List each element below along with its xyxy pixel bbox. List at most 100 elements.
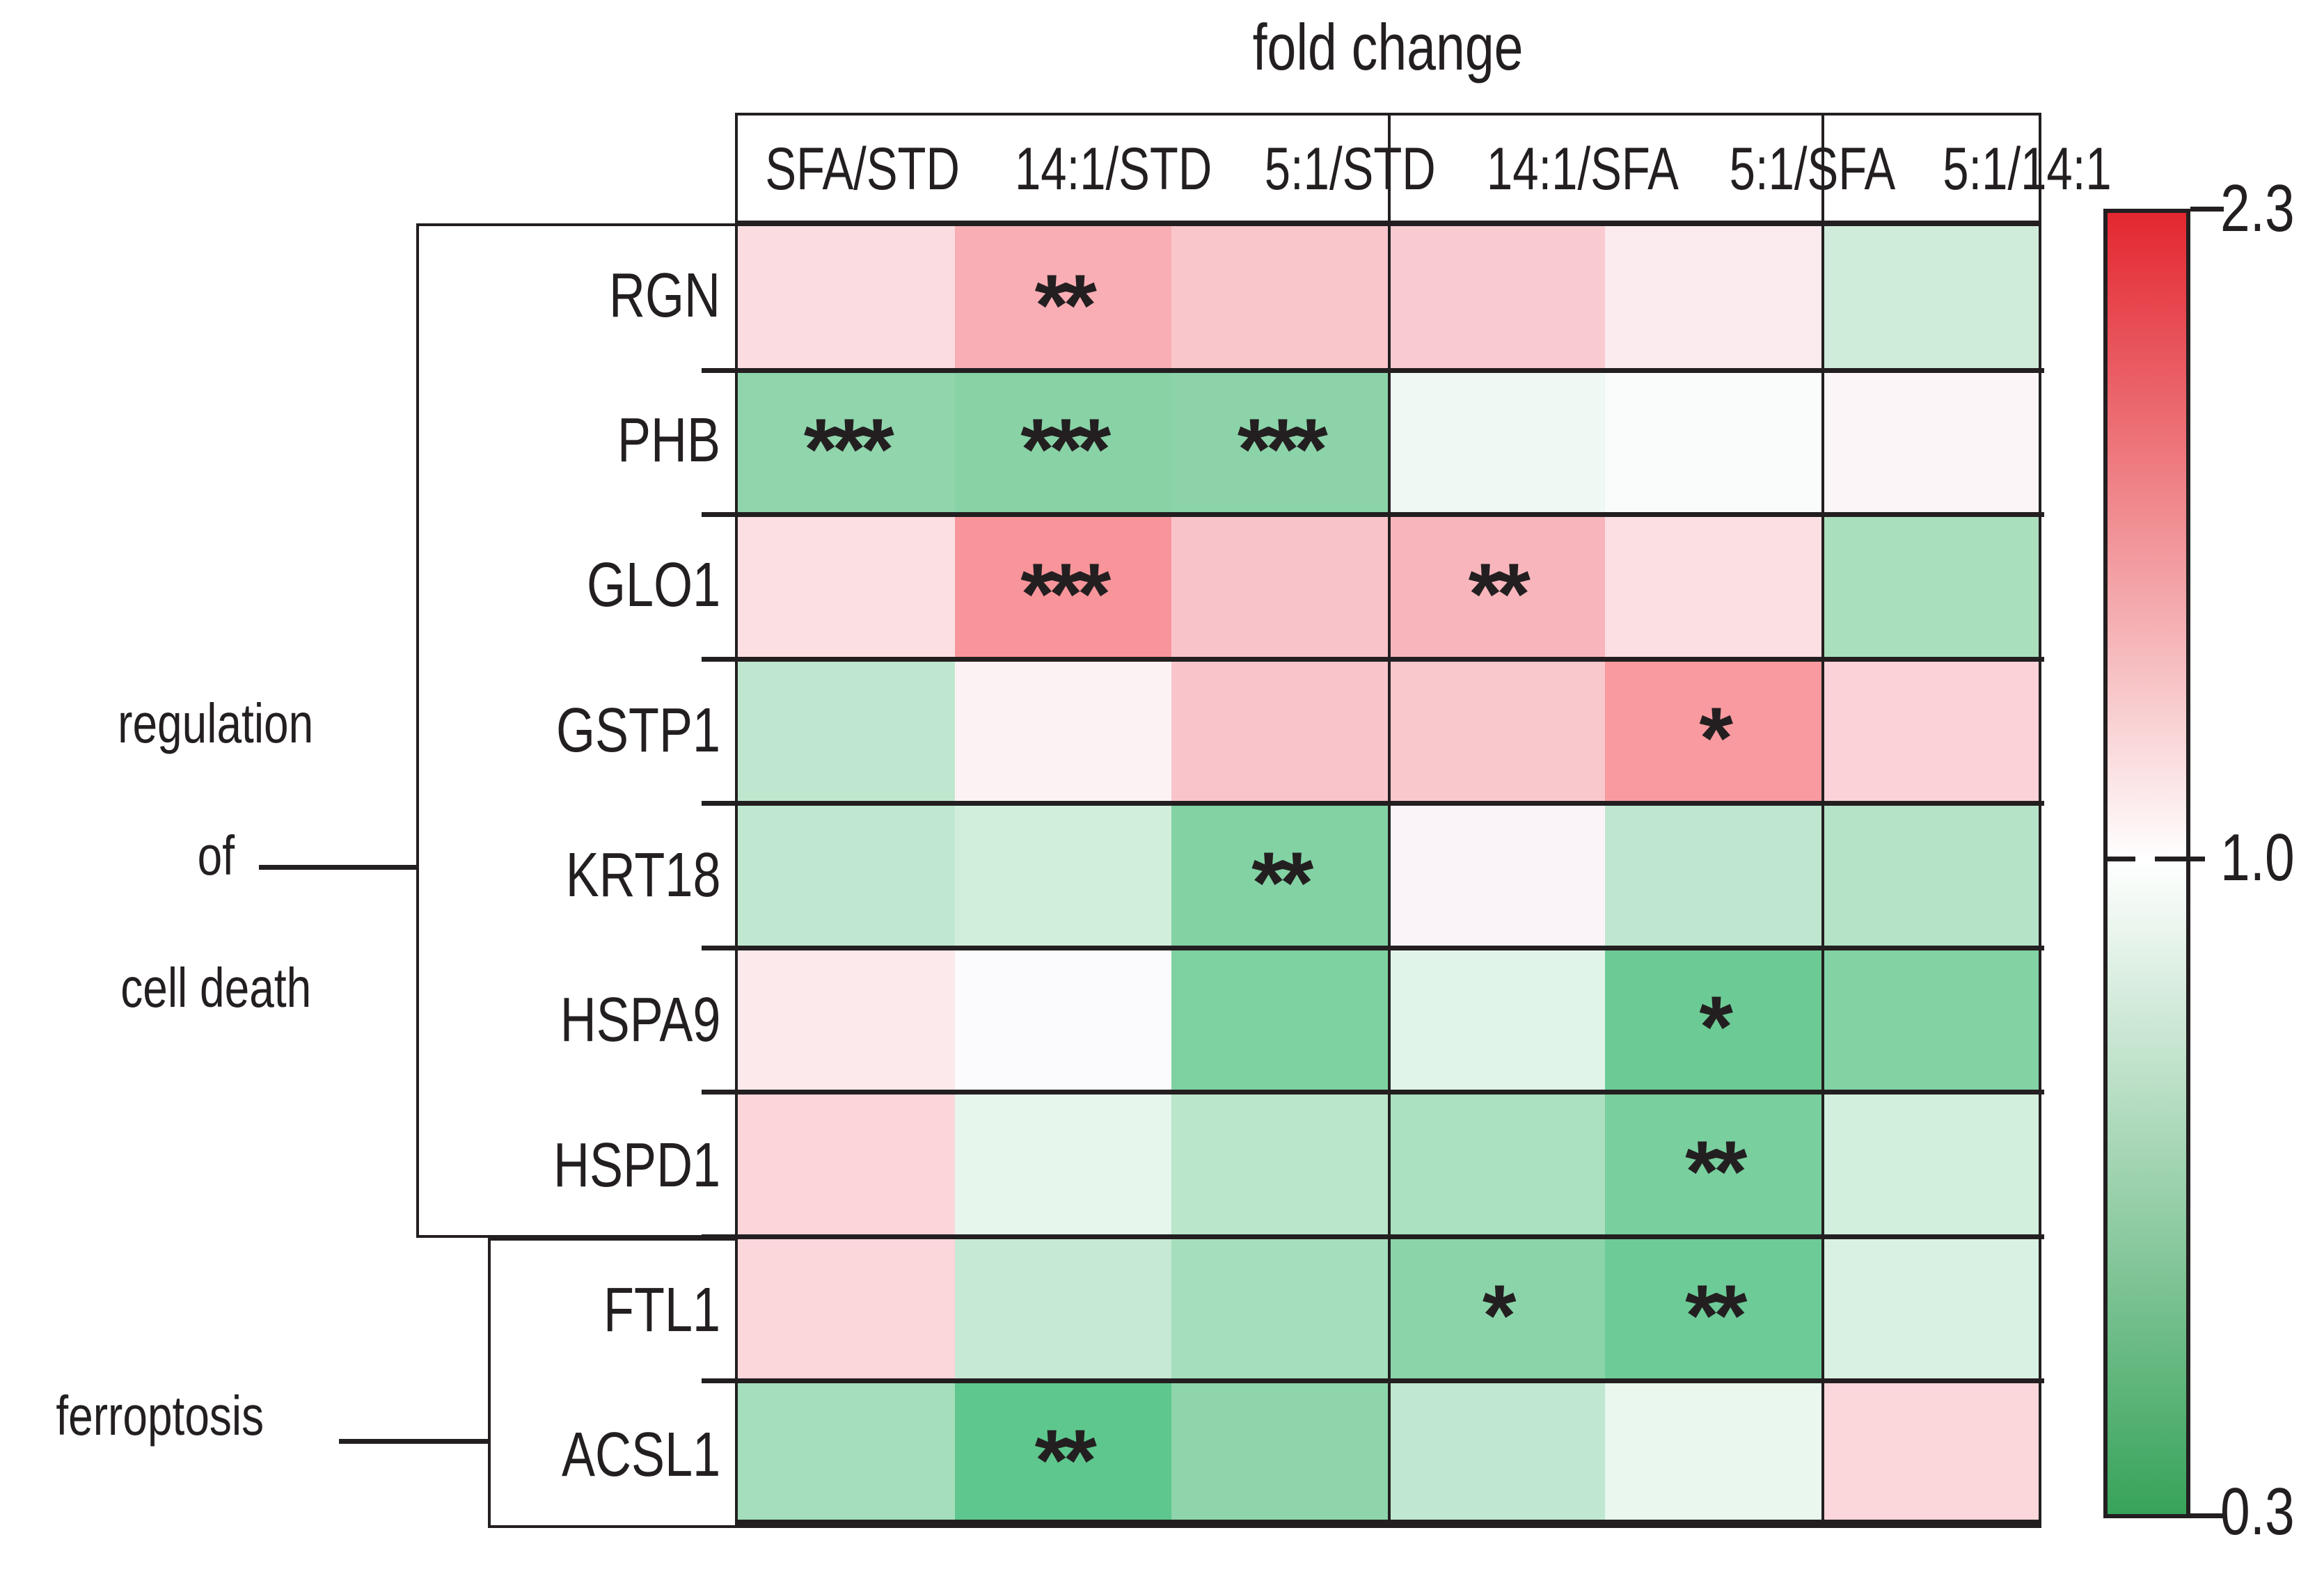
column-group-separator-2: [1821, 116, 1824, 1525]
column-header-text: 14:1/SFA: [1487, 136, 1679, 202]
significance-stars: ***: [1020, 401, 1111, 499]
heatmap-cell-PHB-5:1/14:1: [1821, 370, 2039, 515]
row-label-HSPD1: HSPD1: [390, 1093, 720, 1238]
row-label-GSTP1: GSTP1: [390, 658, 720, 803]
column-header-text: 5:1/STD: [1264, 136, 1436, 202]
row-label-ACSL1: ACSL1: [390, 1383, 720, 1528]
heatmap-cell-PHB-5:1/STD: ***: [1171, 370, 1389, 515]
column-header-5:1/14:1: 5:1/14:1: [1919, 116, 2135, 223]
row-separator-line: [702, 656, 2044, 662]
heatmap-cell-FTL1-14:1/SFA: *: [1388, 1236, 1605, 1381]
group-label-line: of: [197, 825, 235, 886]
colorbar-midline-dash: [2108, 857, 2135, 861]
group-label-line: cell death: [120, 957, 311, 1019]
heatmap-cell-RGN-SFA/STD: [738, 226, 955, 371]
heatmap-cell-HSPA9-5:1/STD: [1171, 948, 1389, 1092]
row-label-HSPA9: HSPA9: [390, 948, 720, 1093]
heatmap-cell-FTL1-14:1/STD: [954, 1236, 1171, 1381]
heatmap-cell-ACSL1-14:1/STD: **: [954, 1380, 1171, 1525]
significance-stars: *: [1699, 690, 1733, 788]
significance-stars: **: [1468, 546, 1531, 643]
heatmap-cell-FTL1-SFA/STD: [738, 1236, 955, 1381]
heatmap-cell-GLO1-SFA/STD: [738, 514, 955, 660]
row-label-text: FTL1: [603, 1275, 720, 1345]
group-label-regulation-of-cell-death: regulation of cell death: [28, 658, 404, 1054]
heatmap-cell-KRT18-14:1/SFA: [1388, 803, 1605, 948]
column-header-5:1/STD: 5:1/STD: [1240, 116, 1460, 223]
heatmap-cell-ACSL1-SFA/STD: [738, 1380, 955, 1525]
heatmap-cell-HSPD1-14:1/STD: [954, 1092, 1171, 1237]
heatmap-cell-HSPD1-5:1/STD: [1171, 1092, 1389, 1237]
row-label-text: GSTP1: [555, 695, 720, 765]
group-label-line: ferroptosis: [56, 1385, 264, 1447]
chart-title-text: fold change: [1253, 10, 1524, 83]
chart-title: fold change: [735, 8, 2041, 86]
heatmap-cell-GLO1-5:1/14:1: [1821, 514, 2039, 660]
heatmap-cell-ACSL1-14:1/SFA: [1388, 1380, 1605, 1525]
heatmap-cell-RGN-5:1/SFA: [1605, 226, 1822, 371]
heatmap-cell-GSTP1-5:1/STD: [1171, 659, 1389, 804]
row-separator-line: [702, 1234, 2044, 1239]
heatmap-cell-HSPA9-14:1/STD: [954, 948, 1171, 1092]
heatmap-cell-FTL1-5:1/STD: [1171, 1236, 1389, 1381]
row-separator-line: [702, 512, 2044, 518]
grid-bottom-rule: [738, 1520, 2039, 1525]
significance-stars: **: [1251, 834, 1313, 932]
heatmap-cell-HSPD1-SFA/STD: [738, 1092, 955, 1237]
heatmap-cell-HSPD1-14:1/SFA: [1388, 1092, 1605, 1237]
heatmap-cell-HSPD1-5:1/14:1: [1821, 1092, 2039, 1237]
colorbar-min-label: 0.3: [2220, 1474, 2313, 1550]
significance-stars: **: [1034, 1412, 1097, 1509]
heatmap-cell-KRT18-5:1/STD: **: [1171, 803, 1389, 948]
heatmap-cell-KRT18-5:1/SFA: [1605, 803, 1822, 948]
significance-stars: **: [1685, 1123, 1747, 1220]
significance-stars: ***: [803, 401, 894, 499]
heatmap-cell-GLO1-14:1/SFA: **: [1388, 514, 1605, 660]
heatmap-cell-GSTP1-14:1/STD: [954, 659, 1171, 804]
row-label-text: PHB: [617, 405, 720, 475]
group-connector-line-ferroptosis: [339, 1439, 488, 1444]
colorbar-top-tick: [2190, 207, 2224, 212]
heatmap-cell-HSPA9-14:1/SFA: [1388, 948, 1605, 1092]
column-header-14:1/STD: 14:1/STD: [987, 116, 1240, 223]
heatmap-cell-RGN-14:1/STD: **: [954, 226, 1171, 371]
significance-stars: **: [1685, 1268, 1747, 1365]
column-header-text: SFA/STD: [765, 136, 960, 202]
group-connector-line-regulation: [259, 865, 416, 870]
group-label-ferroptosis: ferroptosis: [0, 1381, 320, 1451]
heatmap-cell-PHB-14:1/STD: ***: [954, 370, 1171, 515]
heatmap-cell-HSPD1-5:1/SFA: **: [1605, 1092, 1822, 1237]
colorbar-min-value: 0.3: [2220, 1474, 2295, 1549]
column-header-5:1/SFA: 5:1/SFA: [1706, 116, 1919, 223]
heatmap-cell-GLO1-5:1/STD: [1171, 514, 1389, 660]
row-separator-line: [702, 801, 2044, 806]
colorbar-bottom-tick: [2190, 1513, 2224, 1518]
heatmap-cell-GSTP1-5:1/14:1: [1821, 659, 2039, 804]
significance-stars: ***: [1020, 546, 1111, 643]
heatmap-cell-RGN-5:1/14:1: [1821, 226, 2039, 371]
heatmap-cell-FTL1-5:1/14:1: [1821, 1236, 2039, 1381]
heatmap-cell-GSTP1-5:1/SFA: *: [1605, 659, 1822, 804]
heatmap-cell-RGN-5:1/STD: [1171, 226, 1389, 371]
heatmap-grid: ** *** *** *** *** ** * ** * ** * ** **: [738, 226, 2039, 1525]
colorbar: [2103, 209, 2190, 1518]
row-label-text: RGN: [609, 260, 720, 331]
heatmap-cell-HSPA9-5:1/SFA: *: [1605, 948, 1822, 1092]
row-label-text: HSPA9: [560, 985, 720, 1056]
heatmap-cell-KRT18-SFA/STD: [738, 803, 955, 948]
row-label-text: GLO1: [586, 550, 720, 621]
column-group-separator-1: [1388, 116, 1391, 1525]
heatmap-cell-KRT18-14:1/STD: [954, 803, 1171, 948]
heatmap-cell-ACSL1-5:1/14:1: [1821, 1380, 2039, 1525]
heatmap-cell-FTL1-5:1/SFA: **: [1605, 1236, 1822, 1381]
column-header-text: 14:1/STD: [1015, 136, 1212, 202]
significance-stars: *: [1482, 1268, 1517, 1365]
heatmap-cell-ACSL1-5:1/STD: [1171, 1380, 1389, 1525]
colorbar-midline-dash: [2155, 857, 2205, 861]
significance-stars: ***: [1237, 401, 1328, 499]
column-header-SFA/STD: SFA/STD: [738, 116, 987, 223]
column-header-text: 5:1/SFA: [1729, 136, 1896, 202]
row-separator-line: [702, 945, 2044, 950]
heatmap-cell-HSPA9-5:1/14:1: [1821, 948, 2039, 1092]
column-header-text: 5:1/14:1: [1943, 136, 2112, 202]
